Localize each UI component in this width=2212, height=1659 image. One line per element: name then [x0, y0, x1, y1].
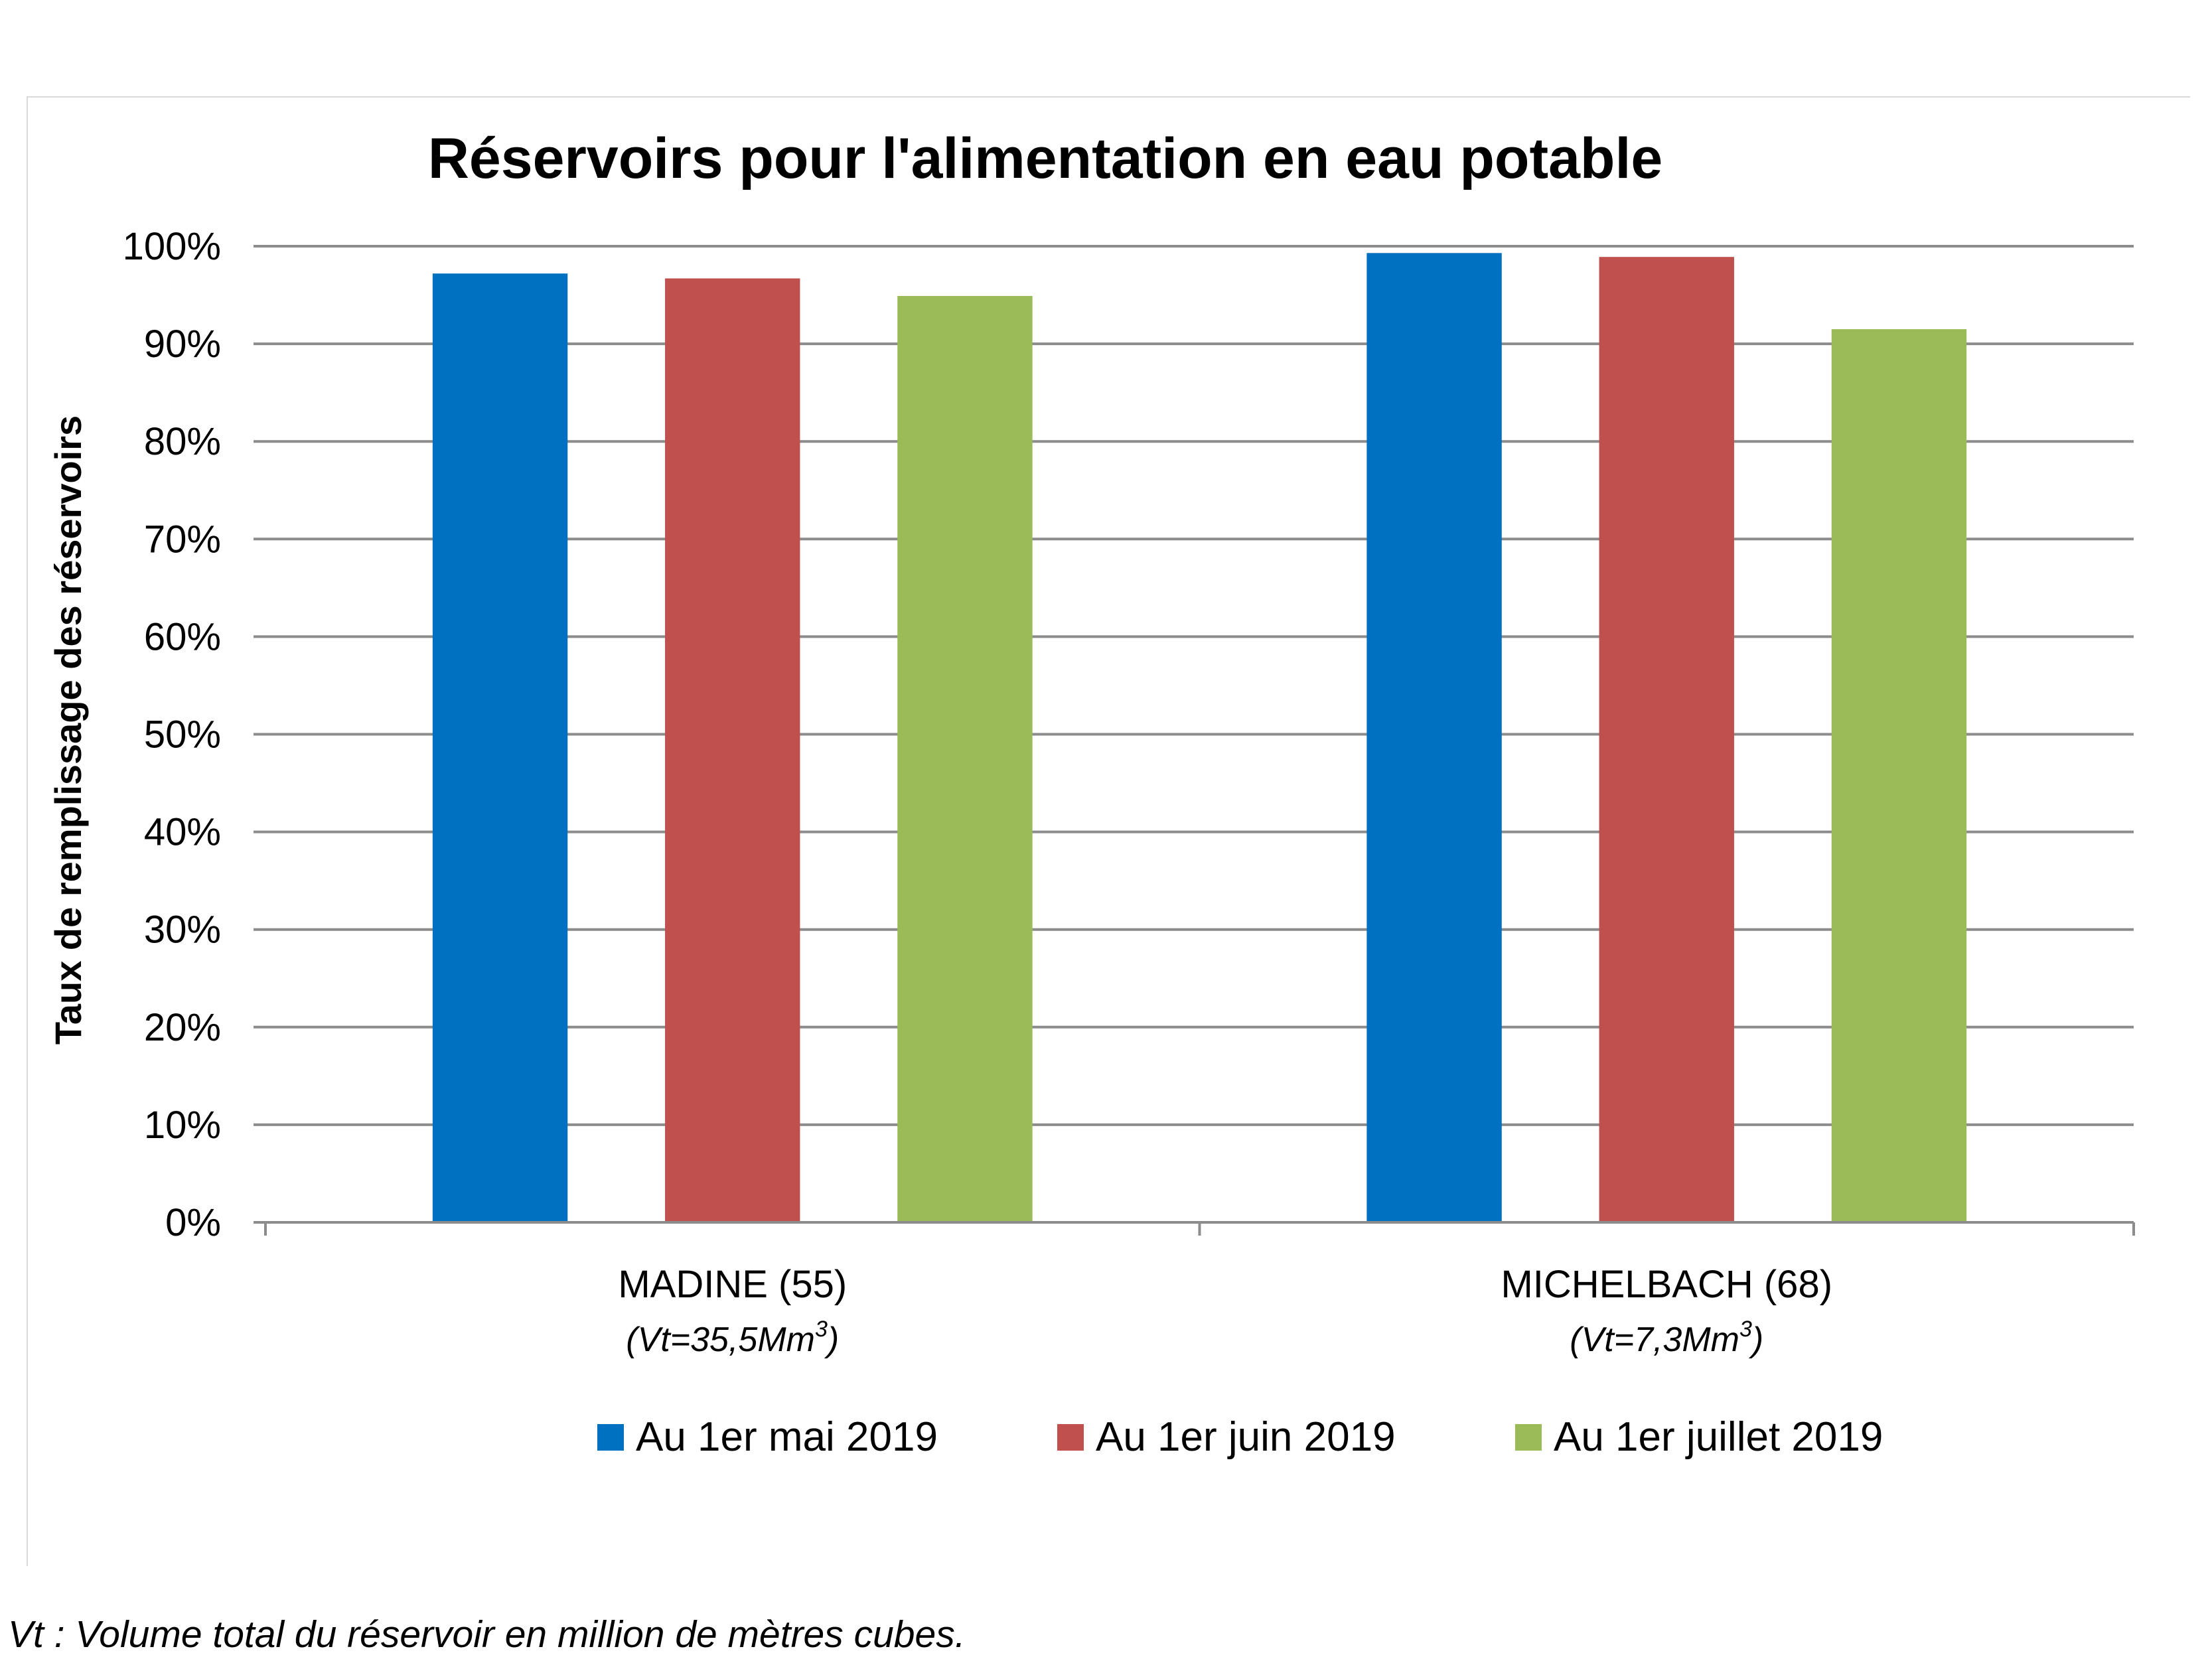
legend-label: Au 1er mai 2019	[636, 1414, 938, 1460]
legend-swatch	[1057, 1424, 1084, 1451]
y-tick-label: 100%	[123, 225, 221, 268]
y-axis-ticks: 0% 10% 20% 30% 40% 50% 60% 70% 80% 90% 100%	[123, 225, 265, 1244]
y-tick-label: 20%	[144, 1006, 221, 1049]
x-axis	[254, 1221, 2135, 1236]
y-tick-label: 30%	[144, 908, 221, 952]
bars	[432, 253, 1967, 1223]
bar	[1831, 329, 1967, 1222]
y-tick-label: 60%	[144, 615, 221, 658]
chart-title: Réservoirs pour l'alimentation en eau po…	[428, 127, 1662, 190]
legend-label: Au 1er juin 2019	[1096, 1414, 1396, 1460]
legend-label: Au 1er juillet 2019	[1554, 1414, 1883, 1460]
y-tick-label: 80%	[144, 420, 221, 463]
chart: Réservoirs pour l'alimentation en eau po…	[47, 127, 2135, 1460]
footnote: Vt : Volume total du réservoir en millio…	[8, 1613, 966, 1656]
gridlines	[265, 245, 2134, 1126]
y-tick-label: 0%	[165, 1201, 221, 1244]
y-tick-label: 10%	[144, 1104, 221, 1147]
y-tick-label: 40%	[144, 811, 221, 854]
x-tick-label: MICHELBACH (68)	[1501, 1263, 1832, 1306]
legend-swatch	[597, 1424, 624, 1451]
y-tick-label: 70%	[144, 518, 221, 561]
bar	[1599, 257, 1734, 1222]
chart-frame	[27, 96, 2190, 1566]
legend-swatch	[1515, 1424, 1542, 1451]
y-tick-label: 50%	[144, 713, 221, 757]
bar	[665, 278, 800, 1223]
x-category-note: (Vt=7,3Mm3)	[1570, 1317, 1763, 1359]
y-tick-label: 90%	[144, 323, 221, 366]
legend: Au 1er mai 2019 Au 1er juin 2019 Au 1er ju…	[597, 1414, 1883, 1460]
bar	[1366, 253, 1502, 1222]
bar	[897, 296, 1033, 1222]
x-category-note: (Vt=35,5Mm3)	[626, 1317, 839, 1359]
x-tick-label: MADINE (55)	[618, 1263, 847, 1306]
bar	[432, 273, 568, 1222]
y-axis-label: Taux de remplissage des réservoirs	[47, 415, 89, 1045]
x-axis-labels: MADINE (55) (Vt=35,5Mm3) MICHELBACH (68) (V…	[618, 1263, 1832, 1359]
